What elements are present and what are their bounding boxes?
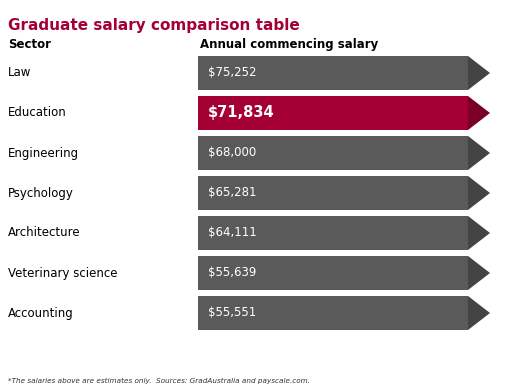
Text: $75,252: $75,252: [208, 67, 257, 80]
Polygon shape: [468, 136, 490, 170]
Text: Graduate salary comparison table: Graduate salary comparison table: [8, 18, 300, 33]
Polygon shape: [468, 176, 490, 210]
Polygon shape: [468, 296, 490, 330]
Bar: [198, 56, 468, 90]
Text: $55,551: $55,551: [208, 307, 256, 319]
Bar: [198, 256, 468, 290]
Text: *The salaries above are estimates only.  Sources: GradAustralia and payscale.com: *The salaries above are estimates only. …: [8, 378, 310, 384]
Polygon shape: [468, 96, 490, 130]
Bar: [198, 216, 468, 250]
Text: $64,111: $64,111: [208, 227, 257, 239]
Text: Education: Education: [8, 106, 67, 119]
Text: $55,639: $55,639: [208, 266, 257, 280]
Text: Psychology: Psychology: [8, 186, 74, 200]
Text: Veterinary science: Veterinary science: [8, 266, 118, 280]
Text: $71,834: $71,834: [208, 106, 275, 121]
Text: Annual commencing salary: Annual commencing salary: [200, 38, 378, 51]
Bar: [198, 296, 468, 330]
Text: $68,000: $68,000: [208, 147, 256, 160]
Text: $65,281: $65,281: [208, 186, 257, 200]
Text: Architecture: Architecture: [8, 227, 80, 239]
Bar: [198, 136, 468, 170]
Polygon shape: [468, 256, 490, 290]
Bar: [198, 176, 468, 210]
Text: Sector: Sector: [8, 38, 51, 51]
Text: Accounting: Accounting: [8, 307, 74, 319]
Polygon shape: [468, 216, 490, 250]
Text: Law: Law: [8, 67, 32, 80]
Bar: [198, 96, 468, 130]
Polygon shape: [468, 56, 490, 90]
Text: Engineering: Engineering: [8, 147, 79, 160]
